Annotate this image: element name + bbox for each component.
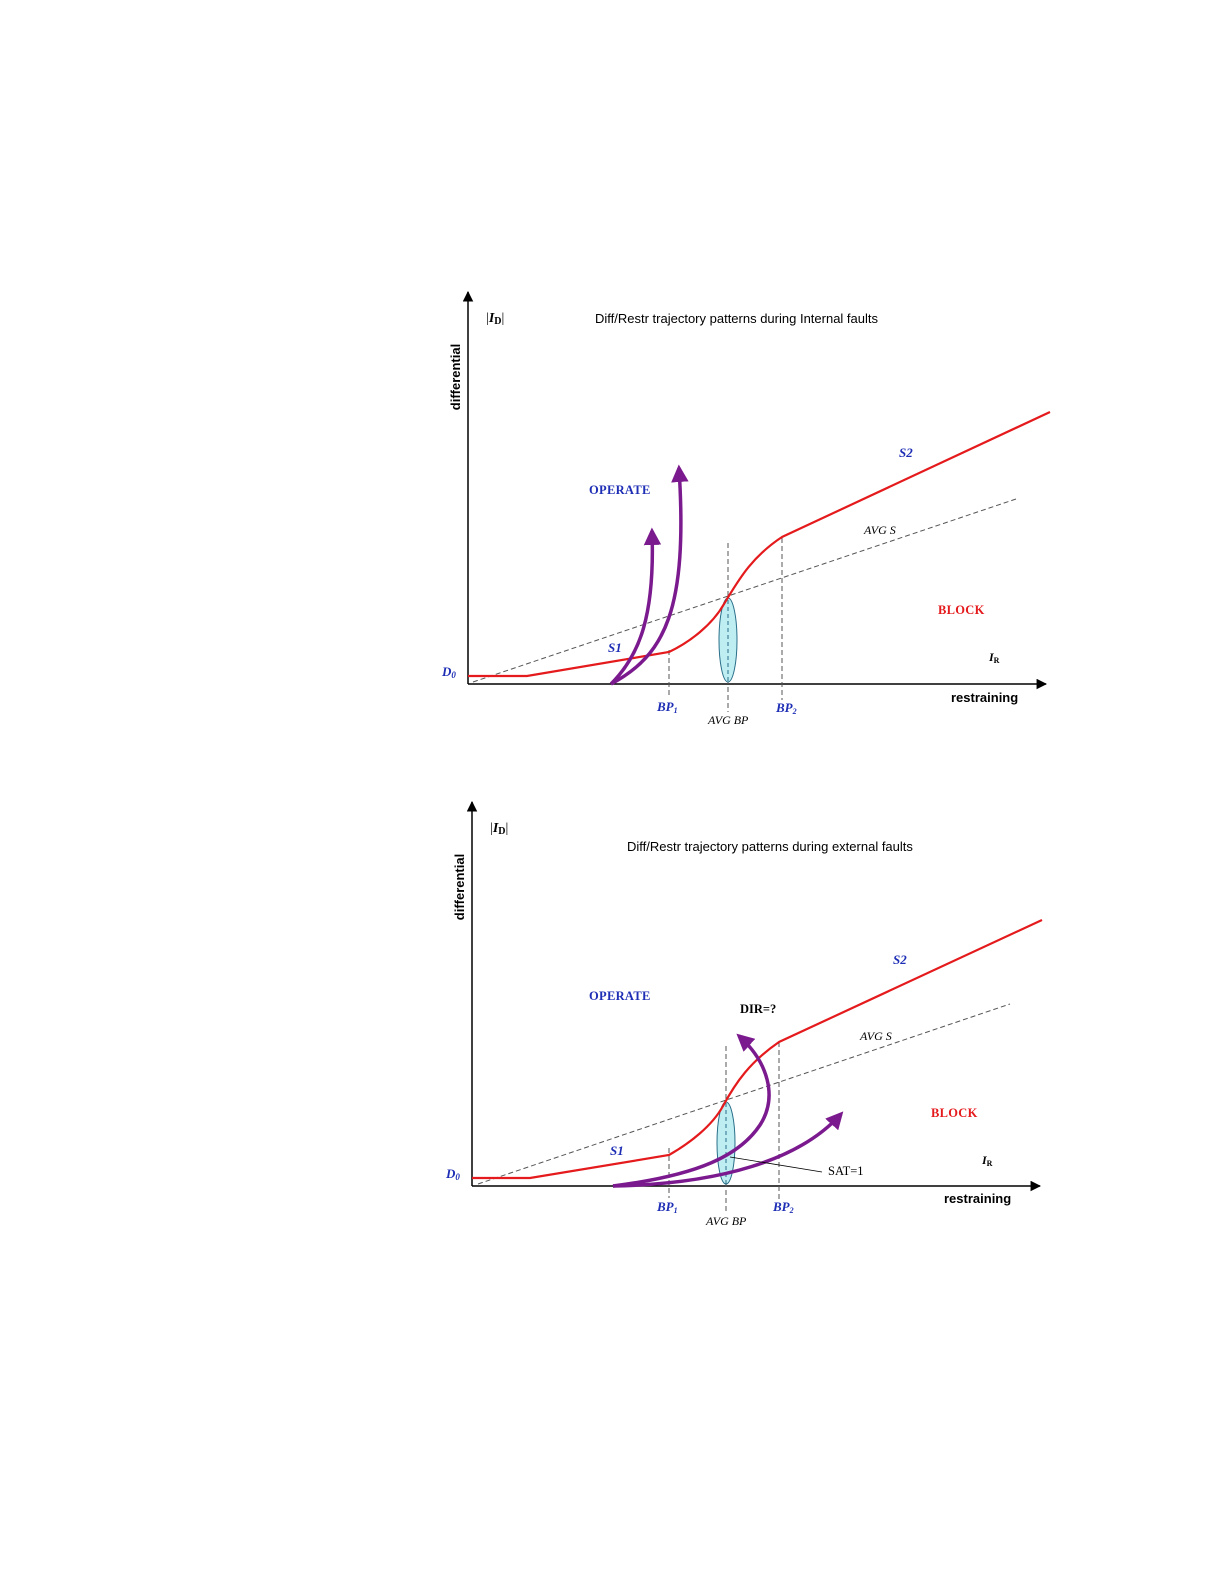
d0-label: D0 [441,664,456,680]
diagram-external-faults: Diff/Restr trajectory patterns during ex… [445,800,1043,1228]
external-fault-trajectory-dir [612,1033,771,1188]
operating-characteristic-curve [472,919,1043,1180]
bp2-label: BP2 [775,700,797,716]
x-axis-symbol: IR [981,1153,993,1168]
block-region-label: BLOCK [931,1106,978,1120]
avg-s-label: AVG S [863,523,896,537]
bp1-label: BP1 [656,1199,678,1215]
avg-bp-label: AVG BP [705,1214,747,1228]
s2-label: S2 [893,952,907,967]
x-axis-label: restraining [951,690,1018,705]
block-region-label: BLOCK [938,603,985,617]
y-axis-label: differential [452,854,467,920]
avg-bp-label: AVG BP [707,713,749,727]
operate-region-label: OPERATE [589,483,651,497]
operating-characteristic-curve [468,411,1051,678]
s1-label: S1 [608,640,622,655]
s2-label: S2 [899,445,913,460]
x-axis-symbol: IR [988,650,1000,665]
sat-leader-line [729,1156,823,1173]
y-axis-label: differential [448,344,463,410]
diagram-title: Diff/Restr trajectory patterns during In… [595,311,878,326]
bp2-label: BP2 [772,1199,794,1215]
dir-label: DIR=? [740,1002,776,1016]
y-axis-symbol: |ID| [490,821,508,837]
avg-s-line [477,1003,1011,1185]
d0-label: D0 [445,1166,460,1182]
bp1-label: BP1 [656,699,678,715]
x-axis-label: restraining [944,1191,1011,1206]
internal-fault-trajectory-2 [610,464,689,686]
avg-s-label: AVG S [859,1029,892,1043]
avg-s-line [472,498,1017,683]
diagram-internal-faults: Diff/Restr trajectory patterns during In… [441,290,1051,727]
y-axis-symbol: |ID| [486,311,504,327]
external-fault-trajectory-sat [612,1111,844,1188]
operate-region-label: OPERATE [589,989,651,1003]
sat-label: SAT=1 [828,1164,864,1178]
s1-label: S1 [610,1143,624,1158]
diagram-title: Diff/Restr trajectory patterns during ex… [627,839,913,854]
internal-fault-trajectory-1 [609,527,662,686]
